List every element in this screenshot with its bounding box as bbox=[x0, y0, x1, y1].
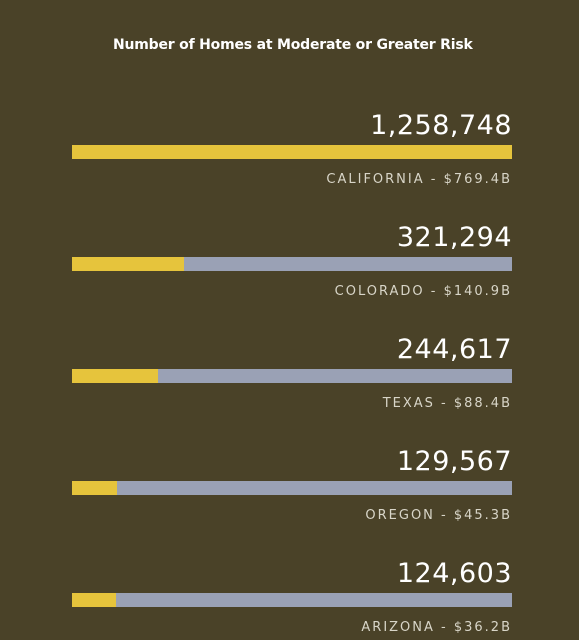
bar-track-arizona bbox=[72, 593, 512, 607]
bar-value-oregon: 129,567 bbox=[396, 446, 512, 477]
chart-title: Number of Homes at Moderate or Greater R… bbox=[113, 37, 473, 53]
bar-value-california: 1,258,748 bbox=[370, 110, 512, 141]
bar-label-oregon: OREGON - $45.3B bbox=[365, 508, 512, 523]
bar-track-colorado bbox=[72, 257, 512, 271]
bar-track-california bbox=[72, 145, 512, 159]
bar-label-arizona: ARIZONA - $36.2B bbox=[361, 620, 512, 635]
bar-label-texas: TEXAS - $88.4B bbox=[382, 396, 512, 411]
bar-texas bbox=[72, 369, 158, 383]
bar-track-texas bbox=[72, 369, 512, 383]
bar-colorado bbox=[72, 257, 184, 271]
bar-track-oregon bbox=[72, 481, 512, 495]
bar-california bbox=[72, 145, 512, 159]
bar-value-colorado: 321,294 bbox=[396, 222, 512, 253]
bar-arizona bbox=[72, 593, 116, 607]
bar-label-california: CALIFORNIA - $769.4B bbox=[326, 172, 512, 187]
bar-label-colorado: COLORADO - $140.9B bbox=[334, 284, 512, 299]
bar-oregon bbox=[72, 481, 117, 495]
bar-value-texas: 244,617 bbox=[396, 334, 512, 365]
bar-value-arizona: 124,603 bbox=[396, 558, 512, 589]
